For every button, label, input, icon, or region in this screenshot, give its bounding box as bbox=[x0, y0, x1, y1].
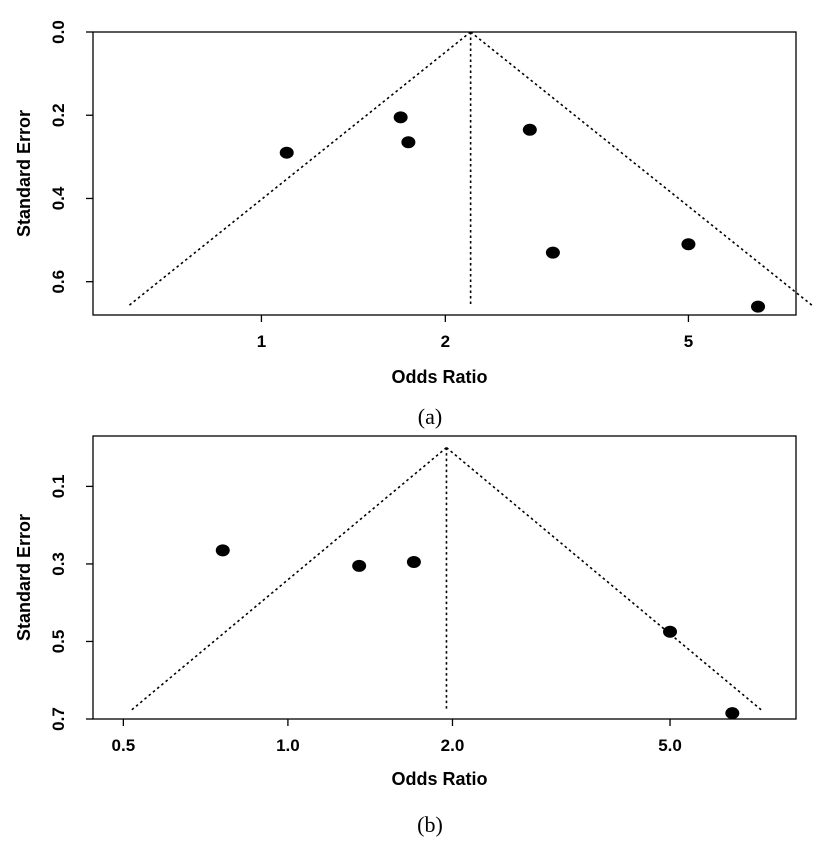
data-point bbox=[725, 707, 740, 720]
x-tick-label: 5 bbox=[684, 332, 693, 351]
funnel-plot-a: 1 2 5 0.0 0.2 0.4 0.6 Odds Ratio Standard Error (… bbox=[14, 20, 815, 429]
data-point bbox=[545, 246, 560, 259]
y-tick-label: 0.3 bbox=[49, 552, 68, 576]
data-point bbox=[522, 123, 537, 136]
y-tick-label: 0.2 bbox=[49, 103, 68, 127]
x-tick-label: 2.0 bbox=[441, 736, 465, 755]
x-tick-label: 2 bbox=[441, 332, 450, 351]
y-axis-title: Standard Error bbox=[14, 514, 34, 641]
data-point bbox=[406, 555, 421, 568]
data-point bbox=[393, 111, 408, 124]
data-point bbox=[681, 238, 696, 251]
y-tick-label: 0.4 bbox=[49, 186, 68, 210]
x-tick-label: 1 bbox=[257, 332, 266, 351]
data-point bbox=[279, 146, 294, 159]
funnel-plot-b: 0.5 1.0 2.0 5.0 0.1 0.3 0.5 0.7 Odds Ratio Standa… bbox=[14, 435, 797, 837]
plot-frame bbox=[92, 31, 797, 316]
data-point bbox=[352, 559, 367, 572]
x-tick-label: 1.0 bbox=[276, 736, 300, 755]
y-tick-label: 0.6 bbox=[49, 270, 68, 294]
data-point bbox=[215, 544, 230, 557]
x-tick-label: 0.5 bbox=[112, 736, 136, 755]
plot-frame bbox=[92, 435, 797, 720]
x-tick-label: 5.0 bbox=[658, 736, 682, 755]
funnel-left-limit bbox=[129, 447, 447, 712]
panel-caption: (b) bbox=[417, 812, 443, 837]
funnel-right-limit bbox=[470, 31, 815, 308]
y-tick-label: 0.7 bbox=[49, 707, 68, 731]
data-point bbox=[663, 625, 678, 638]
data-point bbox=[401, 136, 416, 149]
y-tick-label: 0.0 bbox=[49, 20, 68, 44]
funnel-left-limit bbox=[126, 31, 472, 308]
funnel-right-limit bbox=[445, 447, 764, 712]
x-axis-title: Odds Ratio bbox=[391, 769, 487, 789]
y-tick-label: 0.1 bbox=[49, 475, 68, 499]
y-axis-title: Standard Error bbox=[14, 110, 34, 237]
y-tick-label: 0.5 bbox=[49, 630, 68, 654]
x-axis-title: Odds Ratio bbox=[391, 367, 487, 387]
panel-caption: (a) bbox=[418, 404, 442, 429]
data-point bbox=[751, 300, 766, 313]
